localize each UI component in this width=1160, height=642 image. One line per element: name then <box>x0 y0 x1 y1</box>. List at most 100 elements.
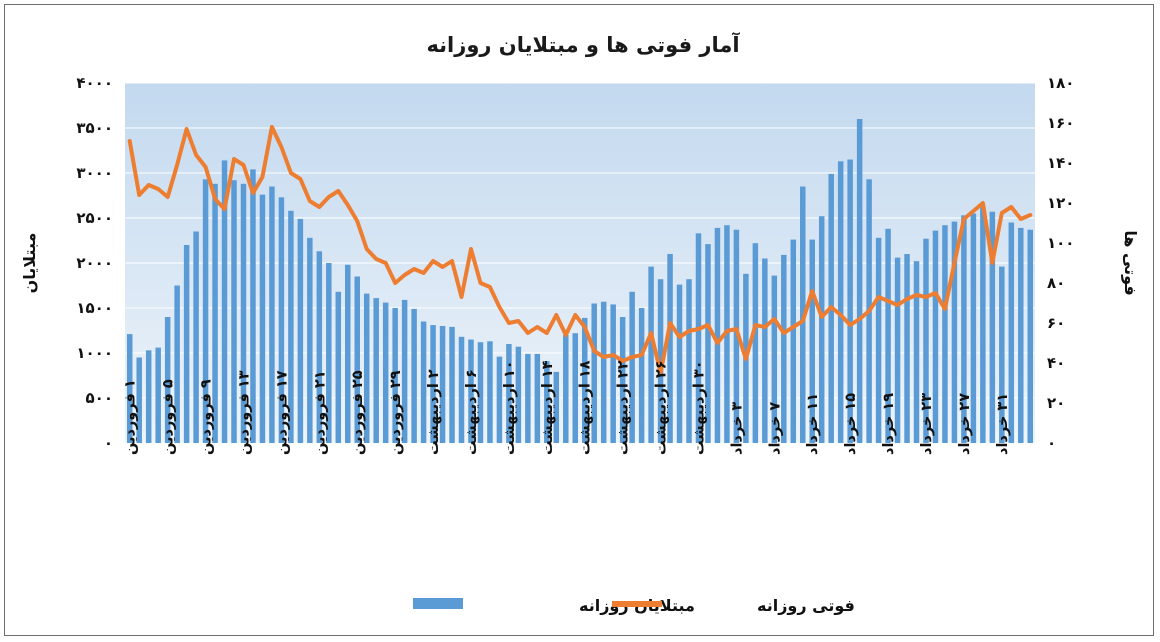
bar <box>638 308 645 443</box>
bar <box>392 308 398 443</box>
bar <box>980 207 986 443</box>
x-tick-label: ۳ خرداد <box>729 402 745 455</box>
bar <box>136 357 142 443</box>
x-tick-label: ۱۰ اردیبهشت <box>502 360 518 455</box>
right-tick-label: ۱۶۰ <box>1047 114 1074 132</box>
gridlines <box>125 82 1035 444</box>
x-tick-label: ۱۹ خرداد <box>881 393 897 455</box>
legend-line-swatch <box>612 601 662 607</box>
bar <box>126 334 133 443</box>
left-tick-label: ۳۵۰۰ <box>76 119 113 137</box>
bar <box>240 183 247 444</box>
bar <box>961 215 967 443</box>
bar <box>183 245 190 443</box>
bar <box>932 230 939 443</box>
bar <box>297 218 304 443</box>
x-tick-label: ۳۰ اردیبهشت <box>692 360 708 455</box>
bar <box>468 339 474 443</box>
x-tick-label: ۱۳ فروردین <box>237 370 253 455</box>
x-tick-label: ۲۷ خرداد <box>957 393 973 455</box>
left-tick-label: ۰ <box>104 434 113 452</box>
x-tick-label: ۱۷ فروردین <box>274 370 290 455</box>
bar <box>221 160 228 443</box>
bar <box>202 179 209 444</box>
bar <box>363 293 370 443</box>
bar <box>145 350 152 443</box>
bar <box>771 275 778 443</box>
bar <box>667 254 673 443</box>
chart-frame: آمار فوتی ها و مبتلایان روزانه ۰ ۵۰۰ ۱۰۰۰ ۱… <box>4 4 1154 636</box>
bar <box>894 257 901 443</box>
bar <box>989 211 996 443</box>
bar <box>326 263 332 443</box>
right-tick-label: ۱۲۰ <box>1047 194 1074 212</box>
bar <box>1027 229 1034 443</box>
bar <box>600 301 607 443</box>
bar <box>563 335 569 443</box>
bar <box>762 258 768 443</box>
bar <box>496 356 503 443</box>
bar <box>155 347 161 443</box>
bar <box>714 227 721 443</box>
bar <box>629 291 635 443</box>
bar <box>212 183 218 444</box>
bar <box>477 342 484 443</box>
x-tick-label: ۲۹ فروردین <box>388 370 404 455</box>
x-tick-label: ۲۳ خرداد <box>919 393 935 455</box>
bar <box>970 213 977 443</box>
bar <box>553 371 560 443</box>
bar <box>250 169 256 443</box>
legend-line-label: فوتی روزانه <box>757 596 855 615</box>
bar <box>591 303 597 443</box>
bar-series <box>126 119 1034 444</box>
bar <box>942 225 948 443</box>
bar <box>885 228 891 443</box>
left-axis-label: مبتلایان <box>20 233 39 294</box>
left-tick-label: ۳۰۰۰ <box>76 164 113 182</box>
bar <box>345 264 351 443</box>
bar <box>439 326 446 443</box>
bar <box>231 180 237 443</box>
bar <box>307 237 313 443</box>
x-axis-ticks: ۱ فروردین ۵ فروردین ۹ فروردین ۱۳ فروردین ۱۷ … <box>123 360 1011 455</box>
right-axis-ticks: ۰ ۲۰ ۴۰ ۶۰ ۸۰ ۱۰۰ ۱۲۰ ۱۴۰ ۱۶۰ ۱۸۰ <box>1047 74 1074 452</box>
right-tick-label: ۰ <box>1047 434 1056 452</box>
bar <box>193 231 199 443</box>
bar <box>752 243 759 443</box>
right-tick-label: ۱۰۰ <box>1047 234 1074 252</box>
bar <box>733 229 740 443</box>
left-tick-label: ۵۰۰ <box>86 389 113 407</box>
combo-chart: آمار فوتی ها و مبتلایان روزانه ۰۵۰۰۱۰۰۰۱… <box>20 32 1140 615</box>
chart-title: آمار فوتی ها و مبتلایان روزانه <box>426 32 740 57</box>
bar <box>506 344 512 443</box>
x-tick-label: ۲ اردیبهشت <box>426 369 442 455</box>
x-tick-label: ۳۱ خرداد <box>995 393 1011 455</box>
right-tick-label: ۸۰ <box>1047 274 1065 292</box>
bar <box>695 233 702 443</box>
bar <box>875 237 882 443</box>
right-tick-label: ۲۰ <box>1047 394 1065 412</box>
bar <box>354 276 360 443</box>
bar <box>572 333 579 443</box>
bar <box>164 317 171 443</box>
bar <box>316 251 323 443</box>
left-tick-label: ۲۰۰۰ <box>76 254 113 272</box>
bar <box>913 261 920 443</box>
bar <box>951 221 958 443</box>
bar <box>1018 227 1024 443</box>
bar <box>373 298 379 443</box>
bar <box>999 266 1005 443</box>
bar <box>837 161 844 444</box>
left-tick-label: ۱۵۰۰ <box>76 299 113 317</box>
bar <box>544 361 550 443</box>
bar <box>449 326 455 443</box>
bar <box>411 308 417 443</box>
bar <box>382 302 389 443</box>
bar <box>487 341 493 443</box>
bar <box>847 159 853 443</box>
bar <box>809 239 815 443</box>
bar <box>619 317 626 443</box>
legend: مبتلایان روزانه فوتی روزانه <box>413 596 855 615</box>
x-tick-label: ۵ فروردین <box>161 379 177 455</box>
bar <box>648 266 654 443</box>
